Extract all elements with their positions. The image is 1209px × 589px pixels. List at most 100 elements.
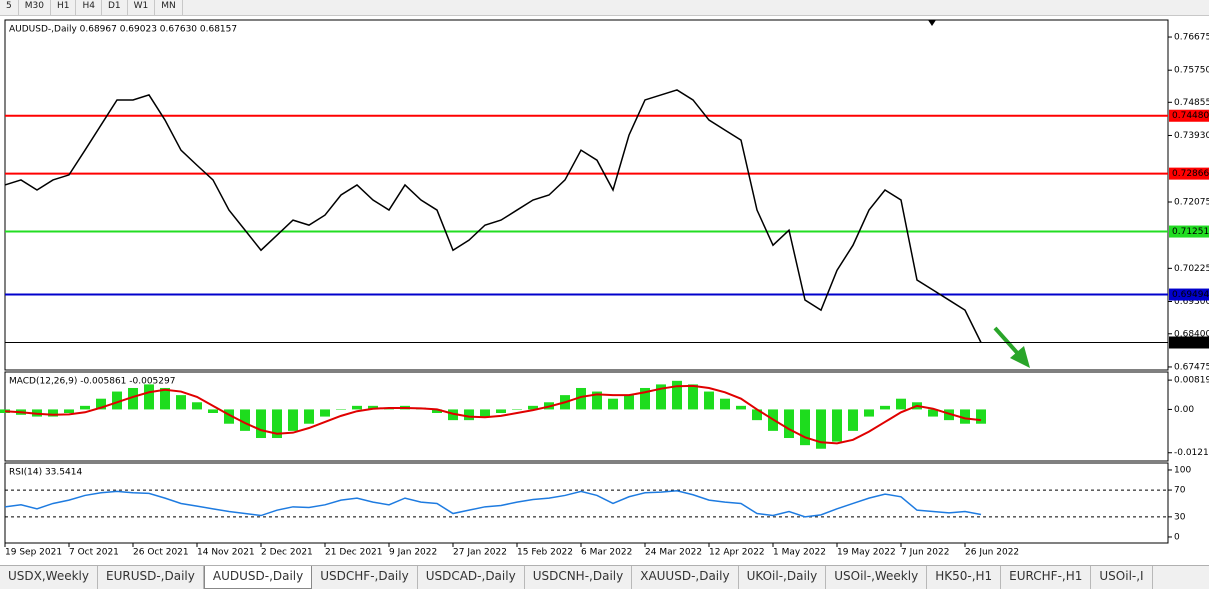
histogram-bar bbox=[96, 398, 106, 410]
histogram-bar bbox=[736, 405, 746, 410]
histogram-bar bbox=[288, 409, 298, 431]
x-tick-label: 2 Dec 2021 bbox=[261, 548, 313, 558]
histogram-bar bbox=[496, 409, 506, 413]
symbol-tab[interactable]: EURUSD-,Daily bbox=[98, 566, 204, 589]
symbol-tab[interactable]: USDCNH-,Daily bbox=[525, 566, 633, 589]
histogram-bar bbox=[0, 409, 10, 413]
histogram-bar bbox=[944, 409, 954, 421]
histogram-bar bbox=[176, 395, 186, 410]
x-tick-label: 26 Jun 2022 bbox=[965, 548, 1019, 558]
x-tick-label: 15 Feb 2022 bbox=[517, 548, 573, 558]
symbol-tab[interactable]: XAUUSD-,Daily bbox=[632, 566, 739, 589]
x-tick-label: 9 Jan 2022 bbox=[389, 548, 437, 558]
x-tick-label: 27 Jan 2022 bbox=[453, 548, 507, 558]
histogram-bar bbox=[672, 380, 682, 410]
histogram-bar bbox=[256, 409, 266, 439]
x-tick-label: 24 Mar 2022 bbox=[645, 548, 702, 558]
level-label-box bbox=[1169, 109, 1209, 122]
x-tick-label: 26 Oct 2021 bbox=[133, 548, 189, 558]
x-tick-label: 19 May 2022 bbox=[837, 548, 896, 558]
histogram-bar bbox=[480, 409, 490, 417]
x-tick-label: 19 Sep 2021 bbox=[5, 548, 62, 558]
series-line bbox=[4, 89, 982, 343]
level-label: 0.69494 bbox=[1172, 290, 1209, 300]
histogram-bar bbox=[128, 387, 138, 410]
histogram-bar bbox=[880, 405, 890, 410]
symbol-tab[interactable]: UKOil-,Daily bbox=[739, 566, 827, 589]
histogram-bar bbox=[832, 409, 842, 442]
timeframe-button[interactable]: M30 bbox=[19, 0, 51, 15]
y-tick-label: 0.008197 bbox=[1174, 376, 1209, 386]
timeframe-button[interactable]: D1 bbox=[102, 0, 128, 15]
y-tick-label: 0.73930 bbox=[1174, 131, 1209, 141]
symbol-tab[interactable]: USDX,Weekly bbox=[0, 566, 98, 589]
symbol-tab[interactable]: EURCHF-,H1 bbox=[1001, 566, 1092, 589]
histogram-bar bbox=[960, 409, 970, 424]
histogram-bar bbox=[656, 384, 666, 410]
y-tick-label: 0.74855 bbox=[1174, 98, 1209, 108]
x-tick-label: 1 May 2022 bbox=[773, 548, 826, 558]
level-label-box bbox=[1169, 225, 1209, 238]
histogram-bar bbox=[464, 409, 474, 421]
symbol-tab[interactable]: AUDUSD-,Daily bbox=[203, 566, 313, 589]
histogram-bar bbox=[160, 387, 170, 410]
symbol-tab[interactable]: HK50-,H1 bbox=[927, 566, 1002, 589]
histogram-bar bbox=[528, 405, 538, 410]
histogram-bar bbox=[352, 405, 362, 410]
histogram-bar bbox=[976, 409, 986, 424]
level-label-box bbox=[1169, 336, 1209, 349]
level-label: 0.72866 bbox=[1172, 169, 1209, 179]
y-tick-label: 0.72075 bbox=[1174, 197, 1209, 207]
panel-title: AUDUSD-,Daily 0.68967 0.69023 0.67630 0.… bbox=[9, 25, 237, 35]
y-tick-label: 30 bbox=[1174, 512, 1186, 522]
symbol-tab[interactable]: USOil-,I bbox=[1091, 566, 1153, 589]
panel-title: MACD(12,26,9) -0.005861 -0.005297 bbox=[9, 377, 175, 387]
timeframe-button[interactable]: MN bbox=[155, 0, 183, 15]
y-tick-label: 0.68400 bbox=[1174, 329, 1209, 339]
y-tick-label: 0 bbox=[1174, 532, 1180, 542]
level-label-box bbox=[1169, 288, 1209, 301]
level-label: 0.68157 bbox=[1172, 338, 1209, 348]
shift-marker bbox=[928, 20, 936, 26]
timeframe-button[interactable]: H4 bbox=[76, 0, 102, 15]
histogram-bar bbox=[864, 409, 874, 417]
histogram-bar bbox=[704, 391, 714, 410]
histogram-bar bbox=[224, 409, 234, 424]
symbol-tab[interactable]: USOil-,Weekly bbox=[826, 566, 928, 589]
histogram-bar bbox=[64, 409, 74, 413]
histogram-bar bbox=[928, 409, 938, 417]
symbol-tab[interactable]: USDCAD-,Daily bbox=[418, 566, 525, 589]
timeframe-button[interactable]: W1 bbox=[128, 0, 156, 15]
main-panel bbox=[4, 19, 1169, 371]
histogram-bar bbox=[304, 409, 314, 424]
y-tick-label: 0.76675 bbox=[1174, 33, 1209, 43]
timeframe-button[interactable]: 5 bbox=[0, 0, 19, 15]
histogram-bar bbox=[688, 384, 698, 410]
histogram-bar bbox=[816, 409, 826, 449]
series-line bbox=[4, 384, 982, 445]
histogram-bar bbox=[640, 387, 650, 410]
chart-area: AUDUSD-,Daily 0.68967 0.69023 0.67630 0.… bbox=[0, 19, 1209, 558]
x-tick-label: 14 Nov 2021 bbox=[197, 548, 255, 558]
symbol-tab[interactable]: USDCHF-,Daily bbox=[312, 566, 418, 589]
y-tick-label: 0.75750 bbox=[1174, 66, 1209, 76]
histogram-bar bbox=[80, 405, 90, 410]
histogram-bar bbox=[624, 395, 634, 410]
histogram-bar bbox=[752, 409, 762, 421]
histogram-bar bbox=[800, 409, 810, 446]
x-tick-label: 7 Jun 2022 bbox=[901, 548, 949, 558]
histogram-bar bbox=[896, 398, 906, 410]
histogram-bar bbox=[192, 402, 202, 410]
timeframe-button[interactable]: H1 bbox=[51, 0, 77, 15]
y-tick-label: 0.70225 bbox=[1174, 264, 1209, 274]
y-tick-label: 0.67475 bbox=[1174, 362, 1209, 372]
x-tick-label: 21 Dec 2021 bbox=[325, 548, 383, 558]
histogram-bar bbox=[144, 384, 154, 410]
macd-panel bbox=[4, 371, 1169, 462]
y-tick-label: 0.69300 bbox=[1174, 297, 1209, 307]
y-tick-label: 100 bbox=[1174, 465, 1191, 475]
series-line bbox=[4, 489, 982, 518]
histogram-bar bbox=[576, 387, 586, 410]
panel-title: RSI(14) 33.5414 bbox=[9, 468, 82, 478]
